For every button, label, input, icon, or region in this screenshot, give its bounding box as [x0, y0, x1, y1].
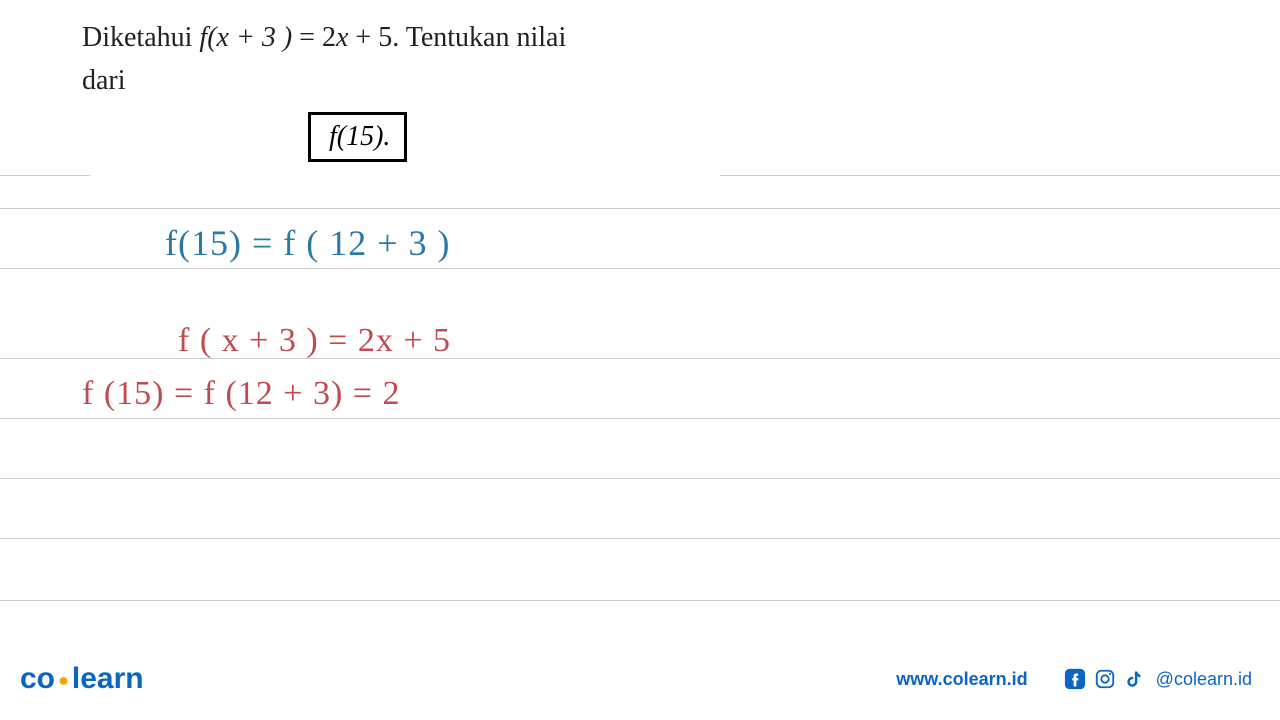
handwriting-red-1: f ( x + 3 ) = 2x + 5 — [178, 322, 451, 360]
logo-co: co — [20, 662, 55, 696]
problem-line-1: Diketahui f(x + 3 ) = 2x + 5. Tentukan n… — [82, 18, 566, 57]
handwriting-red-2: f (15) = f (12 + 3) = 2 — [82, 375, 400, 413]
math-x: x — [336, 22, 348, 53]
logo-dot-icon: ● — [58, 670, 69, 691]
footer-url: www.colearn.id — [896, 669, 1027, 690]
problem-statement: Diketahui f(x + 3 ) = 2x + 5. Tentukan n… — [82, 18, 566, 100]
facebook-icon — [1064, 668, 1086, 690]
problem-line-2: dari — [82, 61, 566, 100]
rule-line — [0, 418, 1280, 419]
rule-line — [0, 478, 1280, 479]
tiktok-icon — [1124, 668, 1144, 690]
page: Diketahui f(x + 3 ) = 2x + 5. Tentukan n… — [0, 0, 1280, 720]
instagram-icon — [1094, 668, 1116, 690]
handwriting-blue: f(15) = f ( 12 + 3 ) — [165, 222, 451, 264]
social-handle: @colearn.id — [1156, 669, 1252, 690]
social-block: @colearn.id — [1064, 668, 1252, 690]
logo-learn: learn — [72, 662, 144, 696]
rule-line — [0, 538, 1280, 539]
brand-logo: co ● learn — [20, 662, 144, 696]
rule-short-left — [0, 175, 90, 176]
rule-line — [0, 268, 1280, 269]
rule-line — [0, 600, 1280, 601]
rule-short-right — [720, 175, 1280, 176]
boxed-target: f(15). — [308, 112, 407, 162]
text-mid: = 2 — [292, 22, 336, 53]
text-pre: Diketahui — [82, 22, 199, 53]
text-post: + 5. Tentukan nilai — [348, 22, 566, 53]
boxed-text: f(15). — [329, 121, 390, 152]
footer: co ● learn www.colearn.id @colearn.id — [0, 662, 1280, 696]
math-lhs: f(x + 3 ) — [199, 22, 292, 53]
rule-line — [0, 208, 1280, 209]
